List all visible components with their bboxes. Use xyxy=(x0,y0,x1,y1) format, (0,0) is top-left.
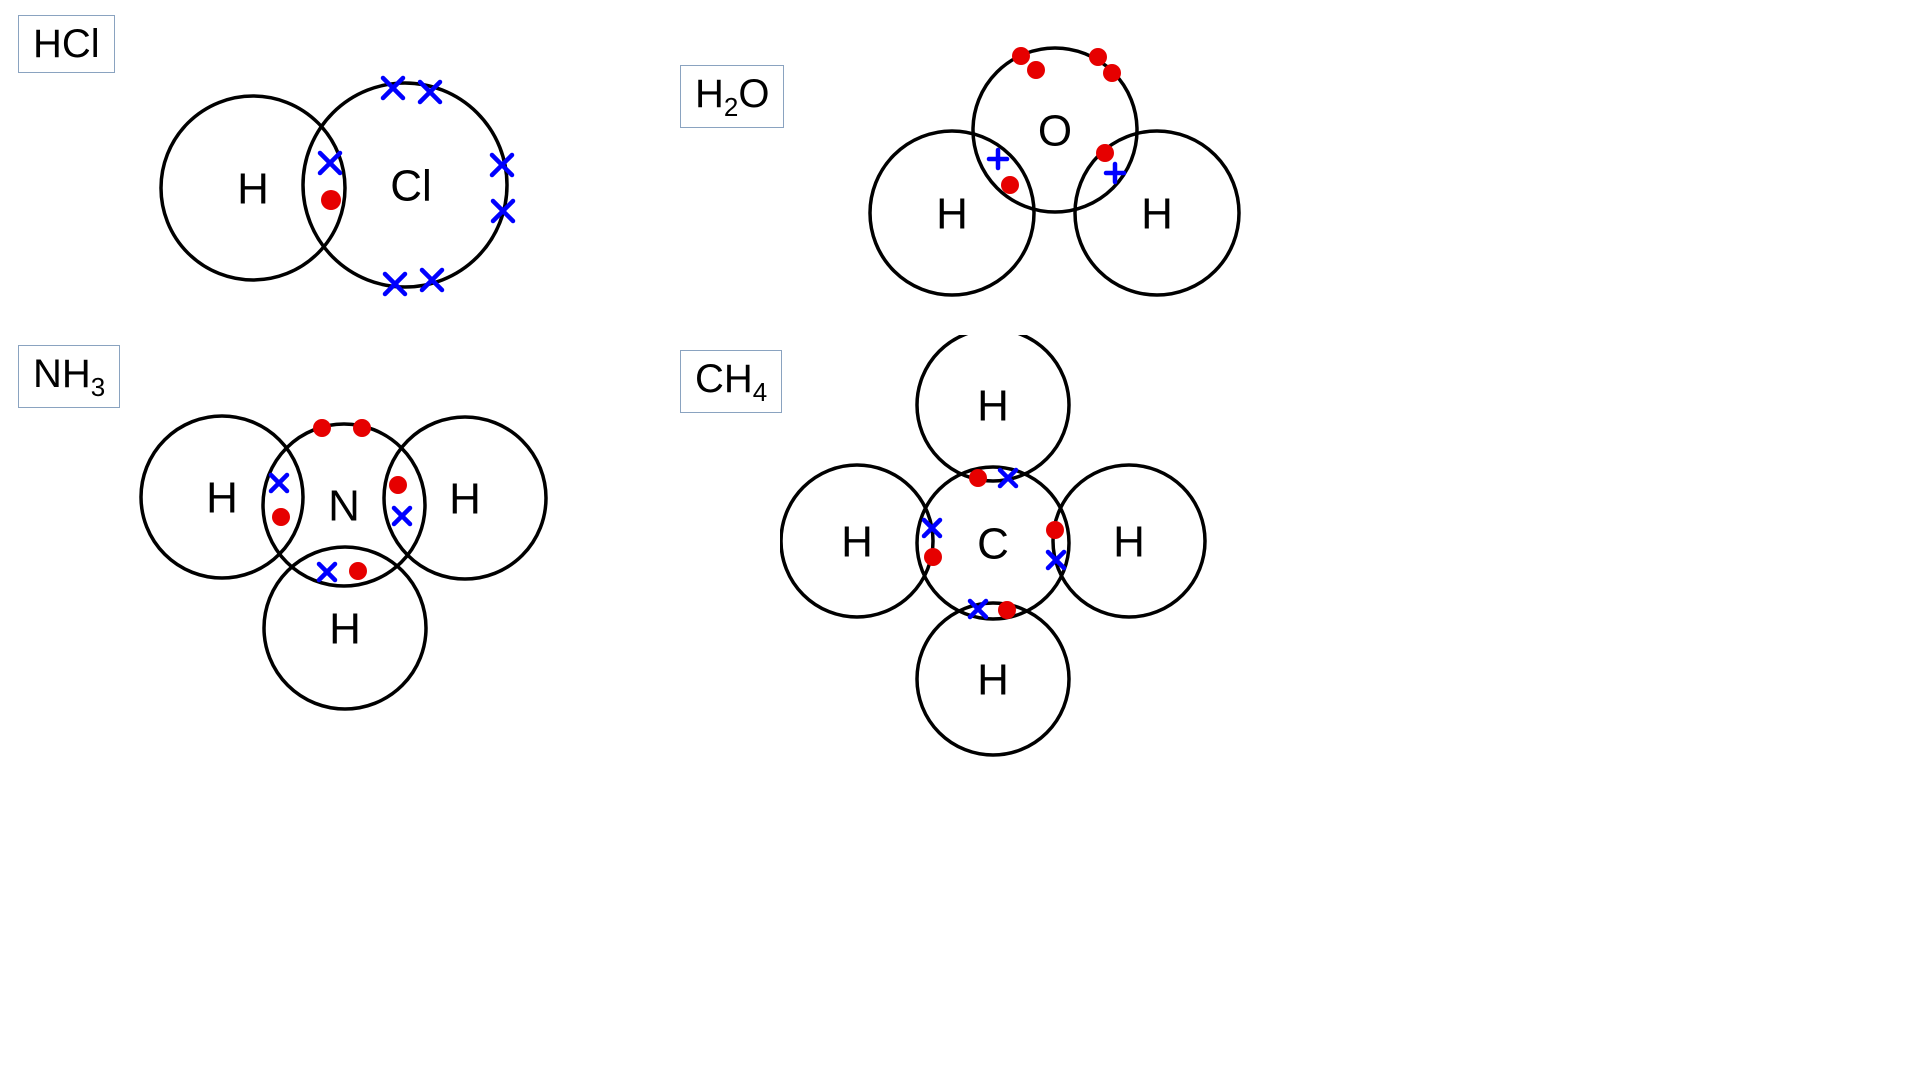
formula-text-post: O xyxy=(738,72,769,116)
atom-label: H xyxy=(237,165,269,214)
atom-label: Cl xyxy=(390,162,432,211)
atom-label: N xyxy=(328,482,360,531)
diagram-nh3: N H H H xyxy=(130,395,650,735)
atom-label: H xyxy=(841,518,873,567)
atom-label: H xyxy=(977,382,1009,431)
formula-label-h2o: H2O xyxy=(680,65,784,128)
atom-label: H xyxy=(449,475,481,524)
atom-label: H xyxy=(206,474,238,523)
formula-text-sub: 3 xyxy=(91,372,105,402)
atom-label: H xyxy=(329,605,361,654)
diagram-hcl: H Cl xyxy=(140,70,660,330)
atom-label: H xyxy=(977,656,1009,705)
formula-label-nh3: NH3 xyxy=(18,345,120,408)
atom-label: C xyxy=(977,520,1009,569)
formula-text-sub: 2 xyxy=(724,92,738,122)
diagram-h2o: O H H xyxy=(830,35,1350,335)
formula-text-pre: H xyxy=(695,72,724,116)
formula-text-pre: CH xyxy=(695,357,753,401)
diagram-ch4: C H H H H xyxy=(780,335,1300,815)
atom-label: H xyxy=(1141,190,1173,239)
formula-text-pre: NH xyxy=(33,352,91,396)
atom-label: O xyxy=(1038,107,1072,156)
atom-label: H xyxy=(1113,518,1145,567)
formula-label-ch4: CH4 xyxy=(680,350,782,413)
formula-text: HCl xyxy=(33,22,100,66)
formula-text-sub: 4 xyxy=(753,377,767,407)
atom-label: H xyxy=(936,190,968,239)
formula-label-hcl: HCl xyxy=(18,15,115,73)
